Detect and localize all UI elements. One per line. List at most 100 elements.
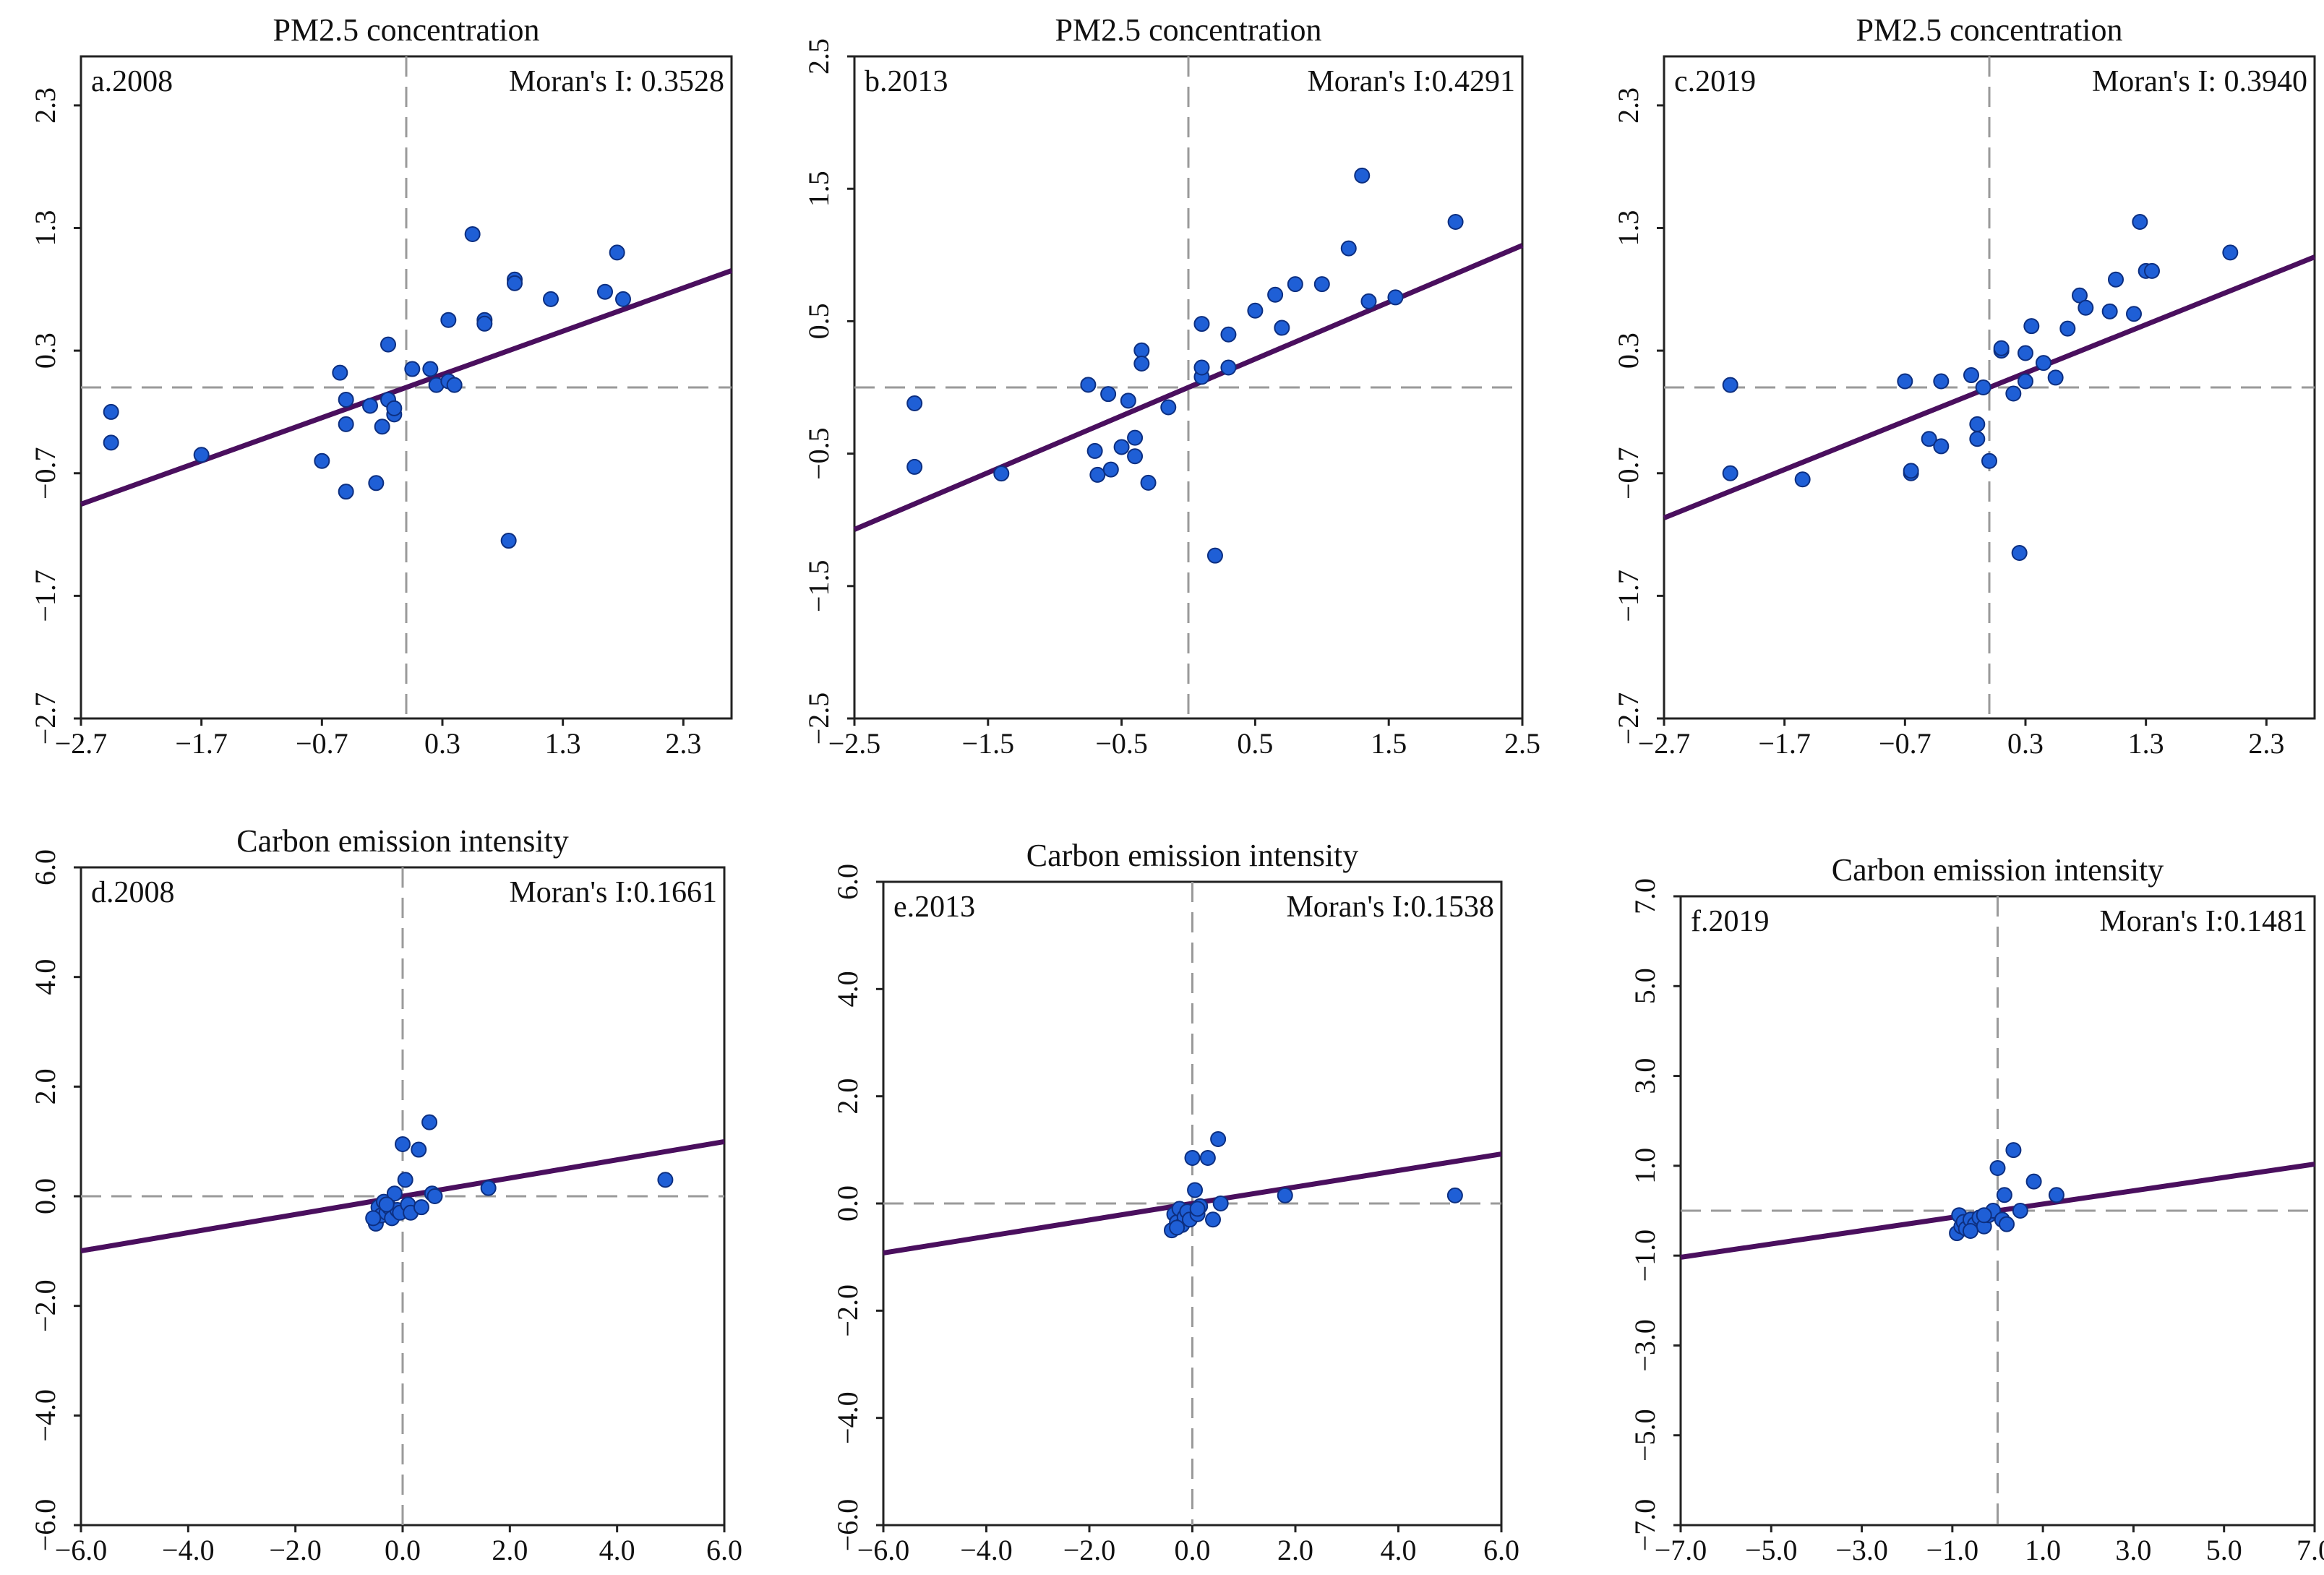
x-tick-label: −7.0 (1655, 1534, 1707, 1566)
y-tick-label: 2.5 (802, 38, 835, 74)
data-point (1199, 1149, 1216, 1166)
data-point (1160, 399, 1177, 416)
data-point (386, 400, 403, 416)
data-point (2101, 303, 2118, 319)
data-point (1963, 367, 1979, 384)
data-point (395, 1136, 411, 1152)
data-point (1127, 448, 1144, 465)
data-point (2018, 345, 2033, 361)
panel-title: Carbon emission intensity (236, 823, 569, 859)
morans-i-label: Moran's I:0.1481 (2099, 905, 2307, 938)
y-tick-label: −6.0 (831, 1499, 864, 1552)
data-point (1187, 1182, 1204, 1198)
data-point (2126, 306, 2142, 322)
data-point (397, 1172, 413, 1188)
scatter-panel-6: Carbon emission intensity −7.0 −5.0 −3.0 −1.… (1629, 852, 2324, 1566)
y-tick-label: −4.0 (29, 1389, 61, 1442)
data-point (332, 364, 348, 381)
data-point (1100, 386, 1117, 403)
x-tick-label: 6.0 (1483, 1534, 1519, 1566)
data-point (1897, 373, 1913, 390)
data-point (1313, 276, 1330, 293)
x-tick-label: 2.3 (2248, 727, 2284, 760)
data-point (1080, 377, 1097, 393)
data-point (1975, 379, 1991, 395)
y-tick-label: −5.0 (1629, 1409, 1661, 1462)
data-point (1212, 1196, 1229, 1211)
x-tick-label: 6.0 (706, 1534, 742, 1566)
data-point (1120, 392, 1136, 409)
x-tick-label: −1.7 (175, 727, 228, 760)
y-tick-label: 0.3 (1612, 332, 1645, 369)
x-tick-label: 0.3 (424, 727, 460, 760)
scatter-panel-5: Carbon emission intensity −6.0 −4.0 −2.0 0.0… (831, 838, 1519, 1566)
y-tick-label: 4.0 (29, 959, 61, 995)
data-point (1996, 1187, 2012, 1203)
data-point (422, 361, 439, 377)
data-point (1933, 373, 1950, 390)
data-point (1193, 316, 1210, 332)
data-point (426, 1188, 443, 1204)
panel-label: e.2013 (893, 891, 975, 924)
y-tick-label: 2.0 (831, 1078, 864, 1115)
regression-line (853, 243, 1524, 532)
data-point (2048, 1187, 2064, 1203)
data-point (193, 447, 210, 463)
y-tick-label: −2.0 (831, 1284, 864, 1337)
panel-label: c.2019 (1674, 65, 1756, 98)
data-point (2222, 244, 2239, 261)
data-point (446, 377, 463, 393)
data-point (1962, 1222, 1978, 1239)
x-tick-label: 4.0 (1381, 1534, 1417, 1566)
data-point (1969, 431, 1986, 447)
x-tick-label: −2.0 (269, 1534, 322, 1566)
data-point (1247, 302, 1264, 319)
data-point (609, 244, 625, 261)
x-tick-label: −2.0 (1063, 1534, 1116, 1566)
data-point (464, 226, 481, 242)
data-point (338, 391, 354, 408)
y-tick-label: 1.3 (29, 210, 61, 246)
data-point (476, 315, 493, 332)
y-tick-label: −3.0 (1629, 1319, 1661, 1372)
data-point (386, 1185, 403, 1202)
data-point (2025, 1173, 2042, 1190)
data-point (338, 416, 354, 432)
data-point (1189, 1201, 1206, 1217)
data-point (507, 275, 523, 291)
data-point (2005, 1142, 2022, 1159)
morans-i-label: Moran's I:0.4291 (1307, 65, 1515, 98)
data-point (103, 403, 119, 420)
y-tick-label: −2.7 (29, 692, 61, 745)
data-point (906, 458, 923, 475)
data-point (2047, 369, 2064, 386)
data-point (1989, 1159, 2006, 1176)
data-point (1354, 167, 1371, 184)
x-tick-label: −0.5 (1095, 727, 1148, 760)
morans-i-label: Moran's I: 0.3940 (2092, 65, 2307, 98)
data-point (993, 465, 1010, 482)
data-point (1086, 442, 1103, 459)
data-point (1127, 429, 1144, 446)
data-point (2012, 1203, 2028, 1219)
x-tick-label: 2.0 (1277, 1534, 1313, 1566)
y-tick-label: 1.0 (1629, 1148, 1661, 1184)
y-tick-label: 0.5 (802, 303, 835, 339)
data-point (1267, 286, 1284, 303)
data-point (2011, 545, 2028, 561)
regression-line (80, 1138, 725, 1254)
data-point (1969, 416, 1986, 432)
data-point (1794, 471, 1811, 488)
scatter-panel-2: PM2.5 concentration −2.5 −1.5 −0.5 0.5 1.5 2.5… (802, 12, 1540, 760)
regression-line (80, 268, 733, 507)
scatter-panel-4: Carbon emission intensity −6.0 −4.0 −2.0 0.0… (29, 823, 742, 1566)
data-point (365, 1210, 382, 1227)
data-point (1903, 463, 1919, 479)
x-tick-label: 1.3 (2128, 727, 2164, 760)
panel-title: Carbon emission intensity (1832, 852, 2164, 888)
y-tick-label: −1.5 (802, 560, 835, 613)
data-point (1220, 359, 1237, 376)
y-tick-label: 7.0 (1629, 878, 1661, 914)
data-point (2078, 299, 2094, 316)
data-point (1921, 431, 1937, 447)
